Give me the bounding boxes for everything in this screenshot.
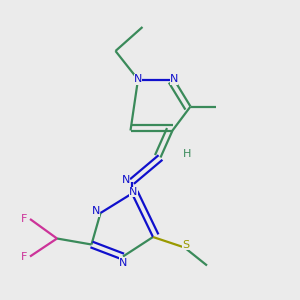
Text: N: N <box>170 74 178 85</box>
Text: F: F <box>21 214 27 224</box>
Text: F: F <box>21 251 27 262</box>
Text: N: N <box>122 175 130 185</box>
Text: H: H <box>183 149 192 159</box>
Text: S: S <box>182 239 190 250</box>
Text: N: N <box>134 74 142 85</box>
Text: N: N <box>92 206 100 217</box>
Text: N: N <box>129 187 138 197</box>
Text: N: N <box>119 257 127 268</box>
